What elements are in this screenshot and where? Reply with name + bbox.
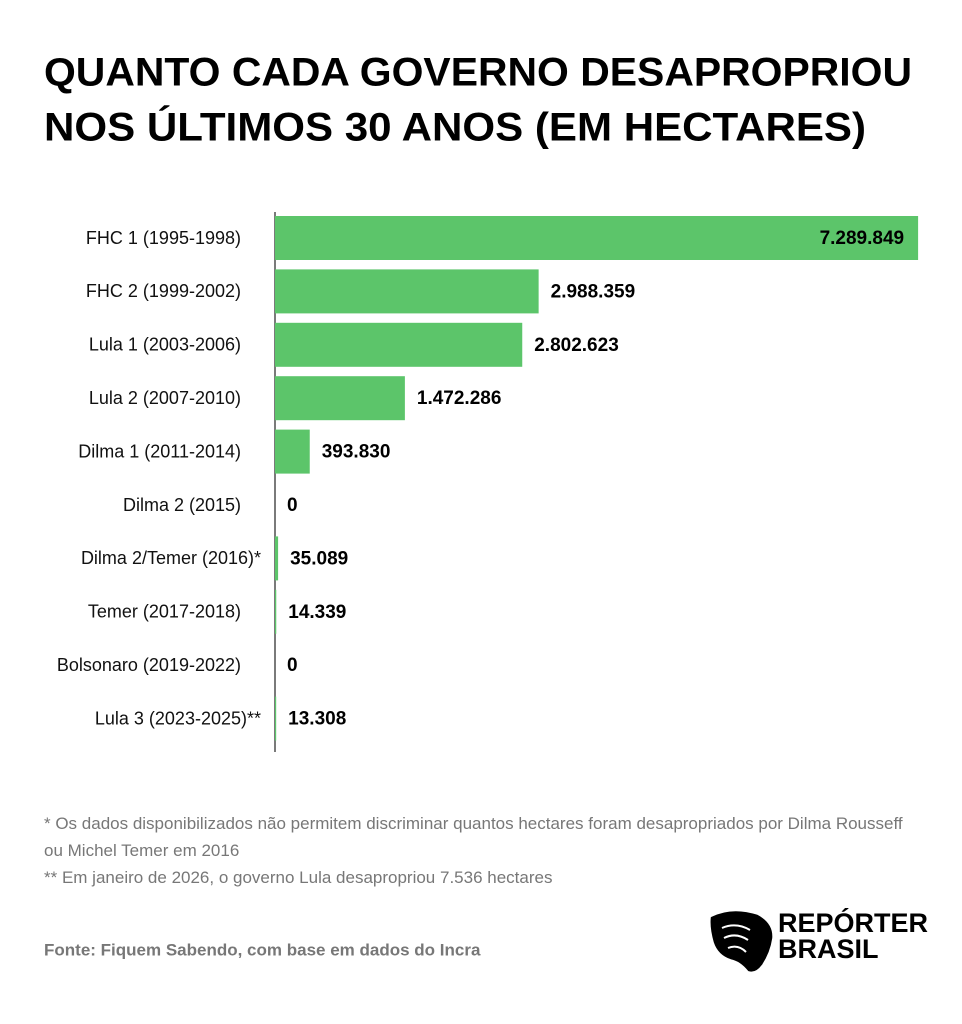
category-label: Lula 3 (2023-2025)** xyxy=(95,708,261,728)
value-label: 1.472.286 xyxy=(417,388,502,409)
bar xyxy=(275,376,405,421)
bar xyxy=(275,269,539,314)
bar xyxy=(275,429,310,474)
value-label: 13.308 xyxy=(288,709,346,730)
bar xyxy=(275,589,277,634)
logo-text: BRASIL xyxy=(778,934,879,964)
value-label: 14.339 xyxy=(288,602,346,623)
category-label: Dilma 2 (2015) xyxy=(123,495,241,515)
value-label: 0 xyxy=(287,495,298,516)
notes-block: * Os dados disponibilizados não permitem… xyxy=(44,810,924,891)
category-label: Lula 1 (2003-2006) xyxy=(89,335,241,355)
category-label: Lula 2 (2007-2010) xyxy=(89,388,241,408)
category-label: FHC 1 (1995-1998) xyxy=(86,228,241,248)
category-label: Dilma 2/Temer (2016)* xyxy=(81,548,261,568)
logo-icon xyxy=(710,911,773,972)
category-label: FHC 2 (1999-2002) xyxy=(86,281,241,301)
value-label: 393.830 xyxy=(322,442,391,463)
notes: * Os dados disponibilizados não permitem… xyxy=(44,810,924,891)
value-label: 2.988.359 xyxy=(551,281,636,302)
value-label: 0 xyxy=(287,655,298,676)
note: ** Em janeiro de 2026, o governo Lula de… xyxy=(44,868,553,887)
category-label: Dilma 1 (2011-2014) xyxy=(78,441,241,461)
chart-title: NOS ÚLTIMOS 30 ANOS (EM HECTARES) xyxy=(44,104,866,150)
bar xyxy=(275,536,279,581)
bar xyxy=(275,696,277,741)
value-label: 7.289.849 xyxy=(820,228,905,249)
logo-text: REPÓRTER xyxy=(778,907,928,938)
category-label: Bolsonaro (2019-2022) xyxy=(57,655,241,675)
note: * Os dados disponibilizados não permitem… xyxy=(44,814,903,860)
bar xyxy=(275,216,919,260)
category-label: Temer (2017-2018) xyxy=(88,602,241,622)
bar xyxy=(275,322,523,367)
value-label: 2.802.623 xyxy=(534,335,619,356)
value-label: 35.089 xyxy=(290,548,348,569)
source: Fonte: Fiquem Sabendo, com base em dados… xyxy=(44,940,481,959)
chart-title: QUANTO CADA GOVERNO DESAPROPRIOU xyxy=(44,51,912,95)
